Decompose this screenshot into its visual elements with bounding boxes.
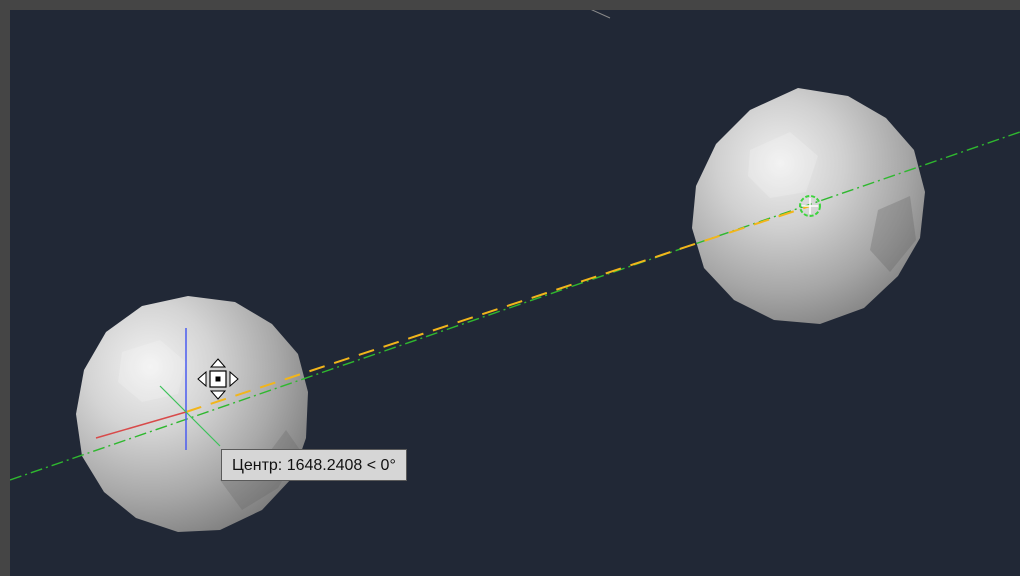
drawing-viewport[interactable]: Центр: 1648.2408 < 0°: [10, 10, 1020, 576]
dynamic-input-tooltip: Центр: 1648.2408 < 0°: [221, 449, 407, 481]
rubber-band-line: [185, 205, 811, 413]
construction-line[interactable]: [10, 131, 1020, 481]
center-snap-marker-icon: [799, 195, 821, 217]
ucs-icon: [95, 328, 221, 450]
x-axis-icon: [95, 411, 187, 439]
left-sphere[interactable]: [76, 296, 308, 532]
move-grip-icon: [197, 358, 239, 400]
model-space-scene[interactable]: [10, 10, 1020, 576]
y-axis-neg-icon: [185, 411, 221, 447]
y-axis-icon: [159, 385, 187, 413]
edge-line: [591, 10, 611, 19]
